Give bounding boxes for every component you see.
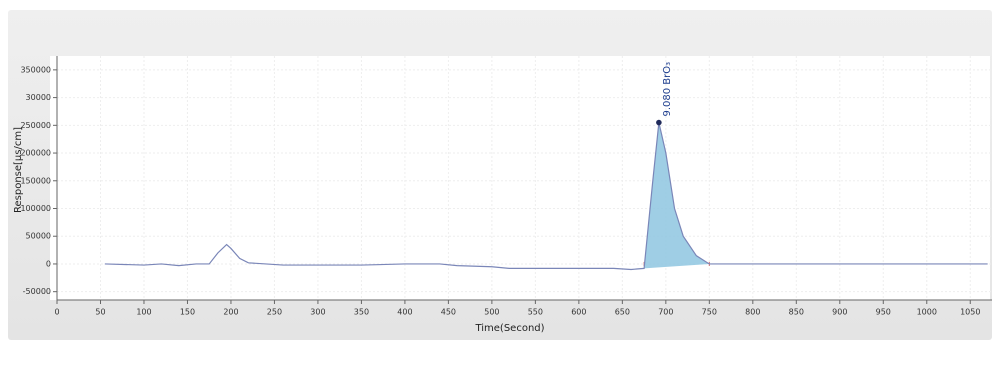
x-tick-label: 450 — [441, 308, 456, 317]
y-tick-label: -50000 — [23, 287, 51, 296]
y-axis-title: Response[μs/cm] — [13, 127, 24, 213]
x-tick-label: 200 — [223, 308, 238, 317]
peak-area — [644, 122, 710, 269]
series-line — [104, 122, 988, 271]
y-tick-label: 350000 — [20, 65, 51, 74]
x-tick-label: 300 — [310, 308, 325, 317]
x-tick-label: 250 — [267, 308, 282, 317]
x-tick-label: 800 — [745, 308, 760, 317]
y-tick-label: 200000 — [20, 149, 51, 158]
peak-marker — [656, 119, 662, 126]
x-tick-label: 150 — [180, 308, 195, 317]
x-tick-label: 900 — [832, 308, 847, 317]
y-tick-label: 30000 — [26, 93, 51, 102]
y-tick-label: 100000 — [20, 204, 51, 213]
y-tick-label: 150000 — [20, 176, 51, 185]
x-tick-label: 1000 — [917, 308, 937, 317]
x-tick-label: 850 — [789, 308, 804, 317]
x-axis-title: Time(Second) — [474, 323, 544, 334]
x-tick-label: 1050 — [960, 308, 980, 317]
y-tick-label: 0 — [46, 259, 51, 268]
x-tick-label: 500 — [484, 308, 499, 317]
x-tick-label: 650 — [615, 308, 630, 317]
x-tick-label: 750 — [702, 308, 717, 317]
peak-label: 9.080 BrO₃ — [662, 62, 673, 117]
x-tick-label: 550 — [528, 308, 543, 317]
y-tick-label: 50000 — [26, 232, 51, 241]
x-tick-label: 50 — [95, 308, 105, 317]
x-tick-label: 600 — [571, 308, 586, 317]
x-tick-label: 700 — [658, 308, 673, 317]
x-tick-label: 400 — [397, 308, 412, 317]
y-tick-label: 250000 — [20, 121, 51, 130]
x-tick-label: 0 — [54, 308, 59, 317]
x-tick-label: 950 — [876, 308, 891, 317]
plot-area — [50, 56, 990, 300]
x-tick-label: 100 — [136, 308, 151, 317]
x-tick-label: 350 — [354, 308, 369, 317]
